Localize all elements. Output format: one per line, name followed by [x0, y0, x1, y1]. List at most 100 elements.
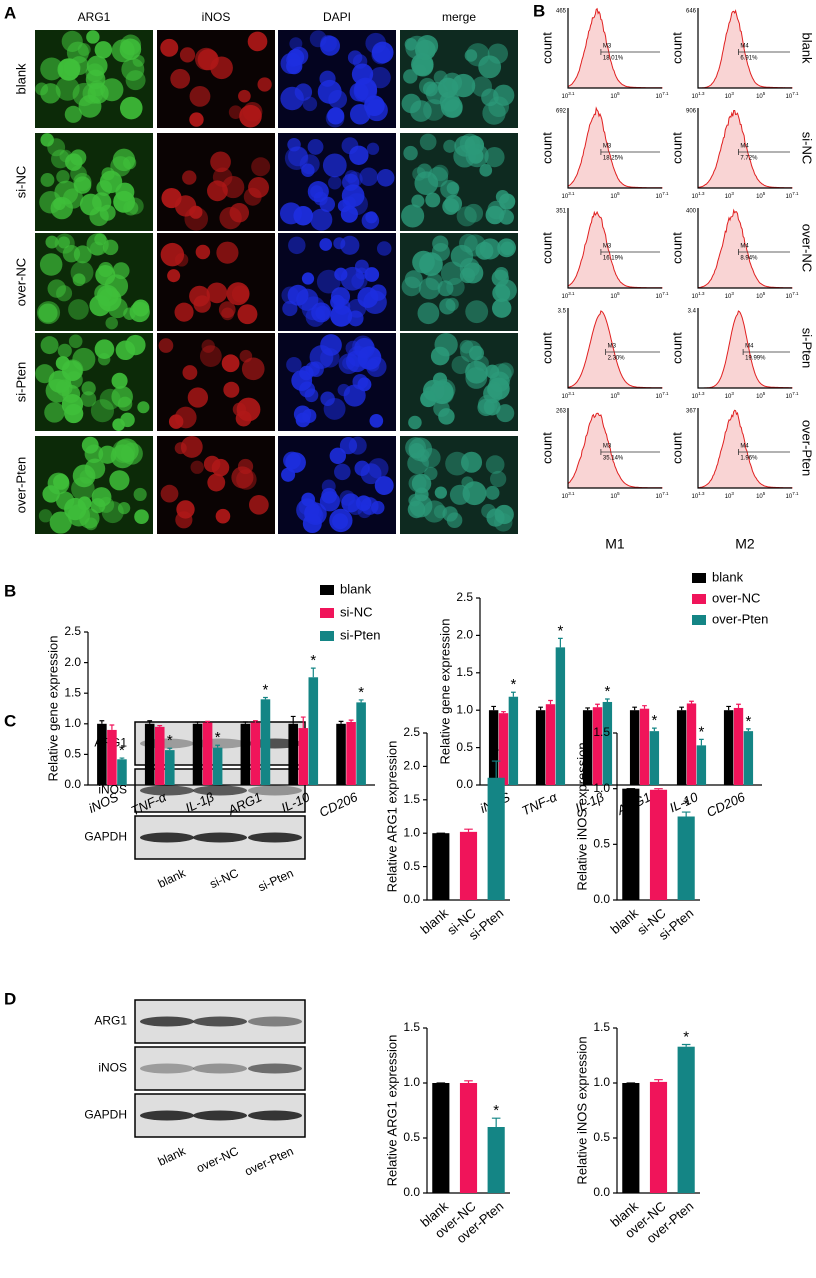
- tick-base: 10: [692, 394, 699, 400]
- cell: [109, 470, 130, 491]
- column-header: DAPI: [323, 10, 351, 24]
- cell: [228, 105, 243, 119]
- bar: [250, 722, 261, 785]
- cell: [450, 244, 474, 268]
- cell: [105, 316, 118, 330]
- bar: [696, 745, 707, 785]
- cell: [430, 346, 450, 366]
- tick-exponent: 3: [731, 191, 734, 196]
- error-bar: [654, 788, 663, 790]
- legend-swatch: [320, 631, 334, 641]
- cell: [479, 163, 493, 177]
- band-label: iNOS: [98, 1061, 127, 1075]
- cell: [57, 58, 81, 81]
- cell: [160, 242, 185, 267]
- cell: [81, 436, 99, 454]
- significance: *: [493, 745, 499, 762]
- micrograph: [35, 233, 153, 331]
- tick-exponent: 7.1: [662, 391, 669, 396]
- micrograph: [35, 436, 153, 534]
- bar: [649, 789, 668, 900]
- cell: [283, 451, 301, 470]
- y-max-label: 906: [686, 109, 697, 115]
- error-bar: [652, 727, 657, 732]
- cell: [404, 37, 418, 51]
- lane-label: blank: [156, 1143, 189, 1168]
- tick-base: 10: [692, 94, 699, 100]
- cell: [179, 47, 196, 63]
- tick-exponent: 7.1: [792, 191, 799, 196]
- x-tick-label: 105: [610, 391, 620, 399]
- x-tick-label: 107.1: [786, 291, 799, 299]
- frame: [567, 8, 662, 89]
- band: [248, 1110, 302, 1121]
- tick-exponent: 7.1: [662, 291, 669, 296]
- cell: [239, 349, 253, 363]
- y-tick-label: 1.0: [64, 716, 81, 730]
- cell: [419, 133, 437, 151]
- tick-base: 10: [786, 394, 793, 400]
- cell: [161, 187, 182, 209]
- cell: [281, 286, 299, 304]
- significance: *: [683, 796, 689, 813]
- cell: [133, 487, 147, 502]
- cell: [465, 300, 489, 324]
- cell: [55, 356, 70, 371]
- y-tick-label: 0.0: [64, 777, 81, 791]
- error-bar: [699, 738, 704, 746]
- row-label: over-Pten: [800, 420, 815, 476]
- significance: *: [310, 652, 316, 669]
- tick-base: 10: [725, 294, 732, 300]
- cell: [134, 509, 149, 525]
- cell: [365, 211, 378, 224]
- significance: *: [215, 729, 221, 746]
- cell: [329, 447, 347, 465]
- micrograph: [400, 436, 518, 534]
- cell: [364, 267, 380, 282]
- tick-base: 10: [562, 494, 569, 500]
- cell: [92, 192, 112, 212]
- cell: [423, 500, 446, 523]
- lane-label: si-NC: [208, 866, 241, 892]
- tick-exponent: 7.1: [792, 391, 799, 396]
- tick-exponent: 3: [731, 91, 734, 96]
- cell: [301, 272, 315, 285]
- gate-percent: 18.01%: [603, 56, 624, 62]
- cell: [500, 241, 515, 256]
- error-bar: [157, 725, 163, 727]
- cell: [91, 487, 112, 507]
- cell: [442, 198, 460, 215]
- cell: [247, 31, 268, 52]
- cell: [189, 285, 210, 307]
- cell: [302, 96, 318, 112]
- cell: [408, 415, 422, 430]
- cell: [35, 82, 49, 96]
- error-bar: [195, 721, 200, 724]
- bar: [260, 699, 271, 785]
- y-tick-label: 1.0: [593, 781, 610, 795]
- cell: [366, 356, 387, 377]
- cell: [369, 414, 384, 428]
- tick-base: 10: [610, 394, 617, 400]
- cell: [115, 340, 136, 361]
- row-label: si-Pten: [800, 328, 815, 368]
- bar: [733, 707, 744, 785]
- tick-base: 10: [725, 394, 732, 400]
- y-max-label: 367: [686, 409, 697, 415]
- bar: [622, 1083, 640, 1193]
- cell: [493, 84, 515, 106]
- cell: [301, 296, 326, 321]
- panel-letter: D: [4, 989, 16, 1008]
- y-max-label: 465: [556, 9, 567, 15]
- y-tick-label: 1.5: [64, 685, 81, 699]
- cell: [94, 339, 115, 360]
- tick-base: 10: [656, 394, 663, 400]
- cell: [68, 299, 89, 320]
- error-bar: [215, 744, 221, 748]
- significance: *: [493, 1102, 499, 1119]
- cell: [485, 455, 505, 474]
- tick-exponent: 5: [763, 191, 766, 196]
- tick-exponent: 7.1: [792, 291, 799, 296]
- x-tick-label: 107.1: [786, 91, 799, 99]
- x-tick-label: 105: [610, 191, 620, 199]
